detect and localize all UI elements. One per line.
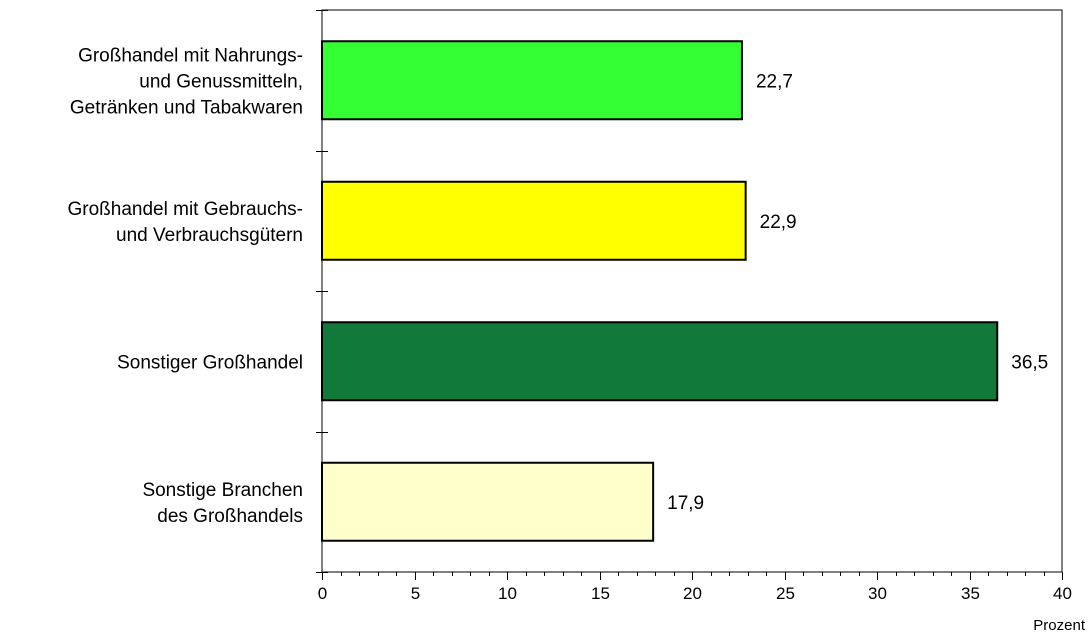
y-category-label: Großhandel mit Nahrungs- [78, 45, 303, 66]
x-tick-label: 10 [498, 584, 517, 603]
x-tick-label: 35 [961, 584, 980, 603]
bar [321, 180, 747, 261]
y-category-label: Großhandel mit Gebrauchs- [68, 199, 304, 220]
x-tick-label: 20 [683, 584, 702, 603]
x-tick-label: 15 [591, 584, 610, 603]
bar [321, 40, 743, 121]
x-tick-label: 40 [1053, 584, 1072, 603]
y-category-label: Getränken und Tabakwaren [70, 97, 303, 118]
y-category-label: Sonstige Branchen [142, 480, 303, 501]
bar-value-label: 22,9 [760, 212, 797, 233]
bar [321, 461, 655, 542]
y-category-label: und Genussmitteln, [139, 71, 303, 92]
x-tick-label: 30 [868, 584, 887, 603]
bar-value-label: 17,9 [667, 493, 704, 514]
bar-value-label: 36,5 [1011, 352, 1048, 373]
bar-value-label: 22,7 [756, 71, 793, 92]
y-category-label: Sonstiger Großhandel [117, 352, 303, 373]
y-category-label: des Großhandels [157, 506, 303, 527]
x-axis-label: Prozent [1033, 617, 1086, 634]
y-category-label: und Verbrauchsgütern [116, 225, 303, 246]
x-tick-label: 0 [318, 584, 327, 603]
bar [321, 321, 999, 402]
x-tick-label: 5 [411, 584, 420, 603]
x-tick-label: 25 [776, 584, 795, 603]
